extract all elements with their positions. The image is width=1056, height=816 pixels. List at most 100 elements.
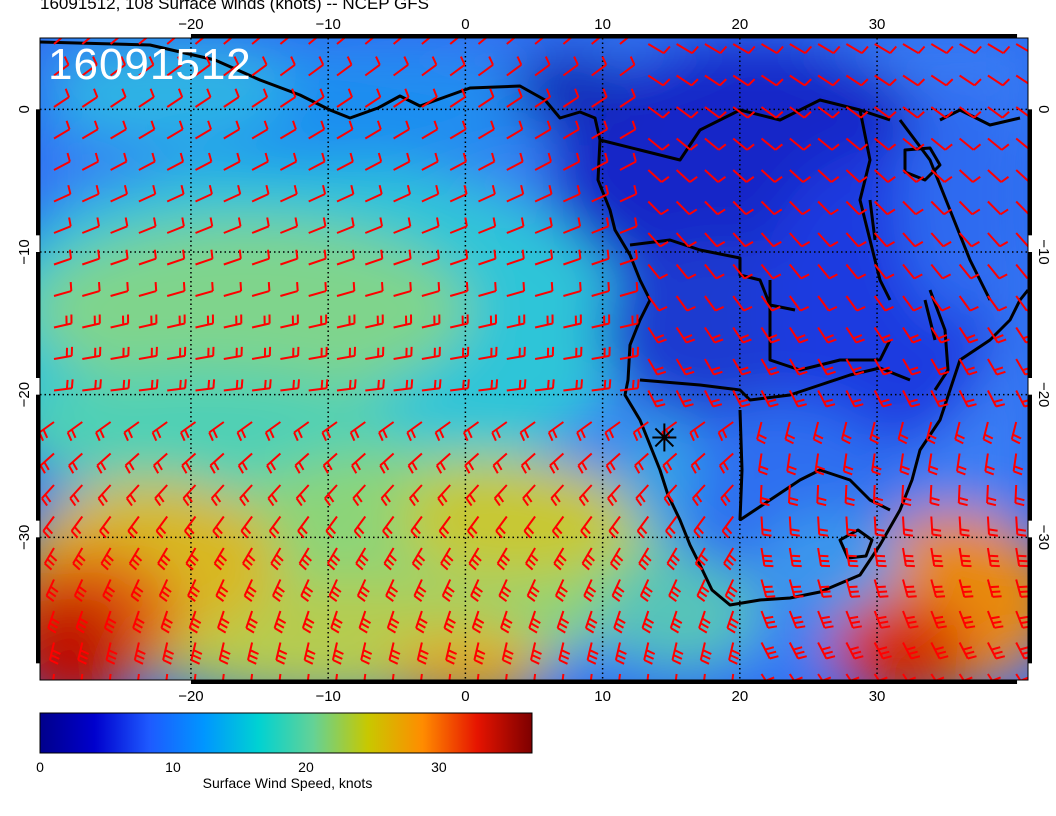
wind-barb (591, 346, 611, 360)
wind-barb (845, 137, 868, 151)
wind-barb (110, 120, 128, 140)
wind-barb (478, 314, 497, 329)
wind-barb (789, 106, 812, 119)
wind-barb (393, 88, 410, 108)
wind-barb (386, 610, 400, 634)
wind-barb (40, 452, 55, 474)
wind-barb (435, 452, 451, 474)
wind-barb (77, 642, 90, 665)
wind-barb (930, 200, 953, 216)
wind-barb (364, 249, 384, 266)
wind-barb (662, 452, 678, 474)
wind-barb (166, 217, 185, 234)
wind-barb (421, 56, 438, 77)
wind-barb (506, 314, 526, 329)
wind-barb (380, 484, 395, 507)
wind-barb (668, 579, 682, 602)
wind-barb (647, 232, 669, 248)
wind-barb (138, 152, 156, 171)
wind-barb (195, 346, 215, 360)
wind-barb (845, 106, 869, 119)
wind-barb (987, 232, 1009, 248)
wind-barb (619, 379, 640, 392)
wind-barb (563, 379, 583, 392)
wind-barb (130, 579, 144, 602)
wind-barb (578, 484, 593, 507)
wind-barb (788, 610, 806, 629)
wind-barb (223, 249, 242, 266)
wind-barb (641, 610, 655, 634)
wind-barb (591, 88, 608, 108)
wind-barb (500, 610, 513, 634)
wind-barb (958, 579, 974, 598)
wind-barb (958, 390, 977, 408)
wind-barb (421, 314, 441, 329)
wind-barb (562, 152, 581, 171)
lat-tick-label-left: −10 (16, 239, 33, 264)
wind-barb (470, 579, 483, 602)
wind-barb (223, 379, 244, 392)
wind-barb (845, 295, 866, 312)
wind-barb (365, 346, 385, 360)
wind-barb (902, 232, 924, 248)
wind-barb (158, 579, 172, 602)
wind-barb (364, 152, 383, 171)
wind-barb (874, 106, 897, 119)
wind-barb (280, 346, 300, 360)
wind-barb (902, 169, 925, 183)
wind-barb (66, 421, 83, 442)
wind-barb (294, 452, 310, 474)
wind-barb (534, 152, 552, 171)
wind-barb (352, 484, 367, 507)
lat-tick-label-right: −30 (1035, 525, 1052, 550)
wind-barb (251, 120, 269, 140)
wind-barb (528, 610, 541, 634)
wind-barb (788, 579, 804, 598)
wind-barb (619, 282, 639, 297)
wind-barb (383, 547, 397, 571)
wind-barb (869, 421, 881, 445)
wind-barb (958, 295, 979, 312)
wind-barb (756, 421, 767, 445)
wind-barb (717, 421, 734, 442)
lat-tick-label-right: −10 (1035, 239, 1052, 264)
wind-barb (68, 452, 83, 474)
wind-barb (817, 642, 836, 660)
wind-barb (443, 610, 456, 634)
wind-barb (760, 295, 781, 312)
wind-barb (553, 547, 567, 571)
axis-tick-bar (465, 680, 606, 684)
wind-barb (902, 43, 926, 55)
wind-barb (53, 379, 74, 392)
wind-barb (732, 358, 752, 376)
wind-barb (987, 390, 1006, 408)
wind-barb (223, 282, 243, 297)
wind-barb (619, 314, 639, 329)
wind-barb (478, 282, 497, 297)
wind-barb (930, 642, 949, 660)
wind-barb (187, 579, 200, 602)
wind-barb (321, 421, 338, 442)
wind-barb (665, 515, 678, 539)
wind-barb (406, 421, 423, 442)
wind-barb (208, 421, 225, 442)
wind-barb (591, 56, 608, 77)
wind-barb (930, 358, 950, 376)
wind-barb (251, 249, 271, 266)
wind-barb (166, 184, 185, 203)
wind-barb (53, 184, 72, 203)
wind-barb (704, 295, 725, 312)
wind-barb (871, 453, 882, 476)
wind-barb (194, 56, 211, 77)
wind-barb (817, 295, 838, 312)
wind-barb (988, 706, 1007, 720)
wind-barb (421, 249, 440, 266)
wind-barb (81, 88, 99, 108)
wind-barb (251, 184, 270, 203)
wind-barb (110, 56, 127, 77)
wind-barb (591, 314, 611, 329)
wind-barb (930, 137, 953, 151)
wind-barb (817, 579, 832, 598)
wind-barb (45, 579, 59, 602)
wind-barb (1015, 390, 1028, 408)
